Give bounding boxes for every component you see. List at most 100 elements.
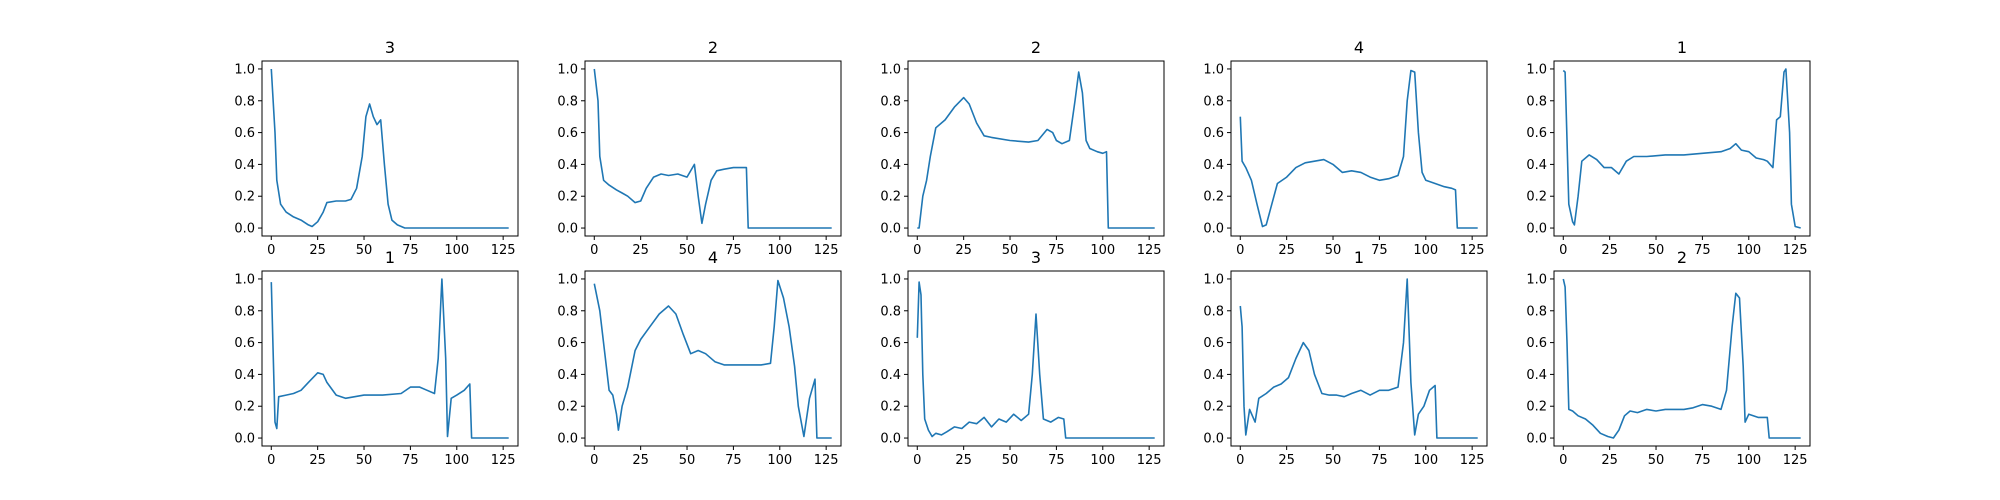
x-tick-label: 100 bbox=[1413, 243, 1438, 258]
x-tick-label: 25 bbox=[632, 243, 649, 258]
x-tick-label: 75 bbox=[1694, 453, 1711, 468]
y-tick-label: 0.2 bbox=[234, 400, 255, 415]
y-tick-label: 0.0 bbox=[880, 432, 901, 447]
y-tick-label: 0.8 bbox=[1526, 304, 1547, 319]
series-line bbox=[270, 278, 509, 439]
axes-frame bbox=[1553, 270, 1811, 447]
subplot-3: 2 0 25 50 75 100 125 0.0 0.2 0.4 0.6 0.8 1.0 bbox=[880, 38, 1165, 258]
axes-frame bbox=[584, 270, 842, 447]
y-tick-label: 0.2 bbox=[1526, 190, 1547, 205]
x-tick-label: 100 bbox=[1090, 453, 1115, 468]
x-tick-label: 0 bbox=[1236, 453, 1244, 468]
x-tick-label: 0 bbox=[1559, 453, 1567, 468]
y-tick-label: 0.2 bbox=[880, 190, 901, 205]
x-tick-label: 75 bbox=[402, 453, 419, 468]
y-tick-label: 0.2 bbox=[234, 190, 255, 205]
x-tick-label: 125 bbox=[1137, 243, 1162, 258]
x-tick-label: 125 bbox=[491, 453, 516, 468]
y-tick-label: 1.0 bbox=[234, 62, 255, 77]
subplot-title: 4 bbox=[708, 248, 718, 267]
x-tick-label: 100 bbox=[1736, 453, 1761, 468]
axes-frame bbox=[1553, 60, 1811, 237]
y-tick-label: 0.2 bbox=[557, 190, 578, 205]
y-tick-label: 1.0 bbox=[880, 272, 901, 287]
y-tick-label: 0.0 bbox=[1203, 222, 1224, 237]
subplot-5: 1 0 25 50 75 100 125 0.0 0.2 0.4 0.6 0.8 1.0 bbox=[1526, 38, 1811, 258]
y-tick-label: 0.4 bbox=[557, 158, 578, 173]
x-tick-label: 50 bbox=[356, 243, 373, 258]
y-tick-label: 0.2 bbox=[880, 400, 901, 415]
y-tick-label: 0.0 bbox=[1526, 432, 1547, 447]
y-tick-label: 0.8 bbox=[880, 94, 901, 109]
series-line bbox=[1562, 68, 1801, 229]
y-tick-label: 0.0 bbox=[880, 222, 901, 237]
subplot-9: 1 0 25 50 75 100 125 0.0 0.2 0.4 0.6 0.8 1.0 bbox=[1203, 248, 1488, 468]
x-tick-label: 50 bbox=[1325, 453, 1342, 468]
y-tick-label: 0.8 bbox=[1526, 94, 1547, 109]
subplot-title: 2 bbox=[1677, 248, 1687, 267]
series-line bbox=[916, 281, 1155, 439]
axes-frame bbox=[907, 60, 1165, 237]
y-tick-label: 0.6 bbox=[880, 336, 901, 351]
y-tick-label: 1.0 bbox=[1203, 62, 1224, 77]
x-tick-label: 125 bbox=[814, 453, 839, 468]
axes-frame bbox=[261, 270, 519, 447]
y-tick-label: 0.4 bbox=[1526, 368, 1547, 383]
x-tick-label: 100 bbox=[444, 453, 469, 468]
y-tick-label: 0.0 bbox=[557, 432, 578, 447]
x-tick-label: 125 bbox=[1460, 453, 1485, 468]
subplot-7: 4 0 25 50 75 100 125 0.0 0.2 0.4 0.6 0.8 1.0 bbox=[557, 248, 842, 468]
x-tick-label: 100 bbox=[444, 243, 469, 258]
series-line bbox=[1239, 278, 1478, 439]
y-tick-label: 0.6 bbox=[1526, 336, 1547, 351]
x-tick-label: 25 bbox=[1601, 243, 1618, 258]
series-line bbox=[270, 68, 509, 229]
axes-frame bbox=[1230, 60, 1488, 237]
y-tick-label: 0.4 bbox=[880, 368, 901, 383]
x-tick-label: 50 bbox=[1648, 453, 1665, 468]
subplot-title: 3 bbox=[385, 38, 395, 57]
subplot-title: 4 bbox=[1354, 38, 1364, 57]
x-tick-label: 0 bbox=[590, 243, 598, 258]
subplot-10: 2 0 25 50 75 100 125 0.0 0.2 0.4 0.6 0.8 1.0 bbox=[1526, 248, 1811, 468]
y-tick-label: 0.6 bbox=[1526, 126, 1547, 141]
y-tick-label: 0.2 bbox=[1203, 190, 1224, 205]
x-tick-label: 0 bbox=[1559, 243, 1567, 258]
x-tick-label: 75 bbox=[402, 243, 419, 258]
x-tick-label: 100 bbox=[1090, 243, 1115, 258]
axes-frame bbox=[1230, 270, 1488, 447]
subplot-2: 2 0 25 50 75 100 125 0.0 0.2 0.4 0.6 0.8 1.0 bbox=[557, 38, 842, 258]
subplot-title: 3 bbox=[1031, 248, 1041, 267]
x-tick-label: 0 bbox=[267, 453, 275, 468]
x-tick-label: 125 bbox=[1783, 243, 1808, 258]
y-tick-label: 0.2 bbox=[557, 400, 578, 415]
y-tick-label: 0.4 bbox=[880, 158, 901, 173]
y-tick-label: 0.0 bbox=[1526, 222, 1547, 237]
subplot-title: 2 bbox=[1031, 38, 1041, 57]
y-tick-label: 0.6 bbox=[1203, 336, 1224, 351]
y-tick-label: 1.0 bbox=[234, 272, 255, 287]
y-tick-label: 0.2 bbox=[1203, 400, 1224, 415]
y-tick-label: 0.0 bbox=[234, 222, 255, 237]
y-tick-label: 1.0 bbox=[1203, 272, 1224, 287]
subplot-title: 2 bbox=[708, 38, 718, 57]
x-tick-label: 50 bbox=[679, 243, 696, 258]
x-tick-label: 50 bbox=[1325, 243, 1342, 258]
x-tick-label: 50 bbox=[679, 453, 696, 468]
y-tick-label: 0.4 bbox=[1203, 158, 1224, 173]
y-tick-label: 0.4 bbox=[1203, 368, 1224, 383]
x-tick-label: 25 bbox=[309, 453, 326, 468]
x-tick-label: 25 bbox=[1601, 453, 1618, 468]
x-tick-label: 25 bbox=[309, 243, 326, 258]
y-tick-label: 0.6 bbox=[1203, 126, 1224, 141]
x-tick-label: 125 bbox=[814, 243, 839, 258]
y-tick-label: 0.6 bbox=[880, 126, 901, 141]
axes-frame bbox=[584, 60, 842, 237]
y-tick-label: 0.8 bbox=[557, 304, 578, 319]
x-tick-label: 50 bbox=[1002, 453, 1019, 468]
y-tick-label: 1.0 bbox=[557, 272, 578, 287]
x-tick-label: 125 bbox=[1137, 453, 1162, 468]
x-tick-label: 0 bbox=[267, 243, 275, 258]
x-tick-label: 75 bbox=[1371, 453, 1388, 468]
axes-frame bbox=[261, 60, 519, 237]
